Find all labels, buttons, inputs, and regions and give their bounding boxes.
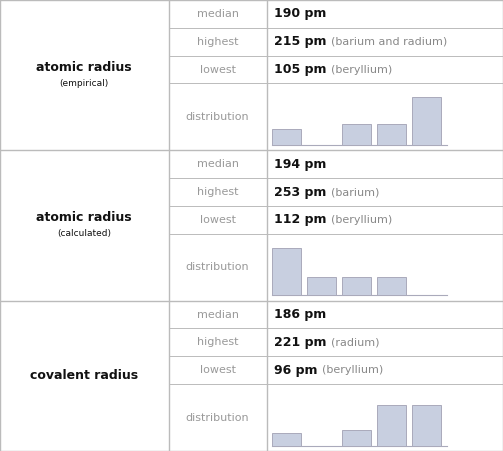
Text: distribution: distribution	[186, 112, 249, 122]
Text: (empirical): (empirical)	[60, 79, 109, 88]
Text: (radium): (radium)	[330, 337, 379, 347]
Text: 194 pm: 194 pm	[274, 158, 326, 171]
Text: lowest: lowest	[200, 64, 235, 74]
Text: 190 pm: 190 pm	[274, 7, 326, 20]
Bar	[342, 430, 371, 446]
Text: highest: highest	[197, 187, 238, 197]
Text: atomic radius: atomic radius	[36, 60, 132, 74]
Bar	[412, 405, 442, 446]
Text: (barium and radium): (barium and radium)	[330, 37, 447, 47]
Bar	[377, 277, 406, 295]
Text: highest: highest	[197, 337, 238, 347]
Text: (beryllium): (beryllium)	[330, 215, 392, 225]
Text: covalent radius: covalent radius	[30, 369, 138, 382]
Bar	[342, 124, 371, 145]
Bar	[342, 277, 371, 295]
Bar	[377, 124, 406, 145]
Text: (beryllium): (beryllium)	[321, 365, 383, 375]
Text: (calculated): (calculated)	[57, 229, 111, 238]
Text: distribution: distribution	[186, 262, 249, 272]
Text: 105 pm: 105 pm	[274, 63, 326, 76]
Text: median: median	[197, 159, 238, 169]
Text: lowest: lowest	[200, 365, 235, 375]
Text: 186 pm: 186 pm	[274, 308, 326, 321]
Bar	[272, 129, 301, 145]
Bar	[377, 405, 406, 446]
Text: 96 pm: 96 pm	[274, 364, 317, 377]
Text: 215 pm: 215 pm	[274, 35, 326, 48]
Text: 221 pm: 221 pm	[274, 336, 326, 349]
Text: median: median	[197, 9, 238, 19]
Text: atomic radius: atomic radius	[36, 211, 132, 224]
Bar	[307, 277, 336, 295]
Text: highest: highest	[197, 37, 238, 47]
Bar	[412, 97, 442, 145]
Text: distribution: distribution	[186, 413, 249, 423]
Text: 112 pm: 112 pm	[274, 213, 326, 226]
Text: 253 pm: 253 pm	[274, 185, 326, 198]
Bar	[272, 433, 301, 446]
Bar	[272, 248, 301, 295]
Text: (barium): (barium)	[330, 187, 379, 197]
Text: lowest: lowest	[200, 215, 235, 225]
Text: (beryllium): (beryllium)	[330, 64, 392, 74]
Text: median: median	[197, 309, 238, 320]
